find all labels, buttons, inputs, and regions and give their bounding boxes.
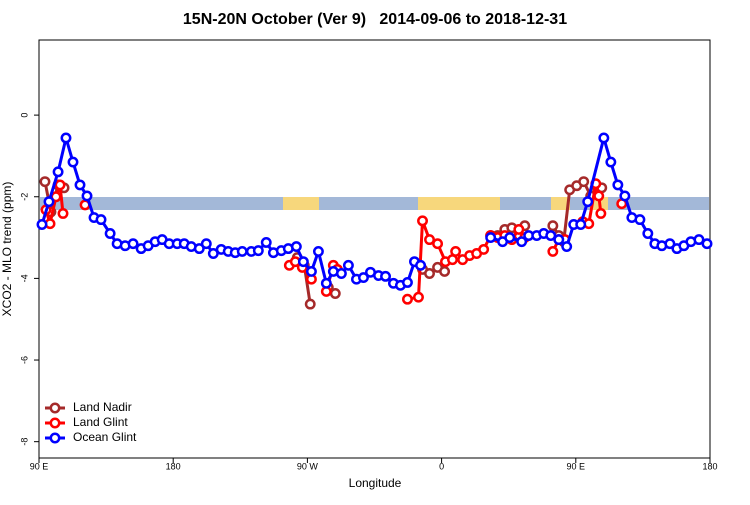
data-point (593, 190, 605, 202)
data-point (504, 232, 516, 244)
x-axis-label: Longitude (349, 476, 402, 490)
data-point (582, 196, 594, 208)
data-point (575, 219, 587, 230)
data-point (439, 266, 451, 277)
data-point (335, 268, 347, 279)
data-point (485, 232, 497, 244)
plot-frame (38, 39, 711, 459)
data-point (52, 166, 64, 178)
data-point (612, 179, 624, 191)
x-tick-label: 90 E (30, 461, 49, 471)
land-strip (551, 197, 570, 210)
legend-marker (49, 417, 61, 429)
y-axis-label: XCO2 - MLO trend (ppm) (0, 182, 14, 317)
data-point (598, 132, 610, 144)
data-point (516, 236, 528, 248)
data-point (297, 256, 309, 268)
x-tick-label: 0 (439, 461, 444, 471)
data-point (634, 214, 646, 226)
data-point (358, 272, 369, 284)
legend-marker (49, 432, 61, 444)
data-point (57, 208, 69, 219)
data-point (402, 293, 413, 305)
data-point (513, 223, 525, 235)
data-point (200, 238, 212, 250)
data-point (312, 245, 324, 257)
data-point (450, 245, 462, 257)
y-tick-label: -8 (19, 438, 29, 446)
data-point (402, 277, 413, 288)
series (36, 132, 713, 291)
data-point (595, 208, 607, 219)
x-tick-label: 90 E (567, 461, 586, 471)
data-point (290, 241, 302, 253)
data-point (81, 190, 93, 202)
data-point (432, 238, 444, 250)
land-strip (418, 197, 500, 210)
data-point (547, 245, 559, 257)
data-point (547, 220, 559, 232)
data-point (304, 298, 316, 310)
x-tick-label: 90 W (297, 461, 319, 471)
y-tick-label: -4 (19, 274, 29, 282)
data-point (207, 248, 219, 259)
data-point (642, 228, 654, 239)
data-point (413, 291, 424, 303)
y-tick-label: -2 (19, 193, 29, 201)
data-point (320, 277, 332, 289)
legend-label: Land Nadir (73, 400, 132, 414)
data-point (424, 268, 435, 279)
data-point (95, 214, 107, 226)
data-point (605, 156, 617, 168)
data-point (67, 156, 79, 168)
data-point (305, 266, 317, 277)
y-tick-label: 0 (19, 113, 29, 118)
data-point (553, 234, 565, 246)
y-tick-label: -6 (19, 356, 29, 364)
legend-label: Land Glint (73, 415, 128, 429)
data-point (36, 219, 48, 230)
x-tick-label: 180 (702, 461, 717, 471)
data-point (39, 176, 51, 188)
data-point (664, 238, 676, 250)
data-point (478, 243, 490, 255)
data-point (104, 228, 116, 239)
land-strip (283, 197, 319, 210)
data-point (342, 259, 354, 271)
data-point (380, 270, 391, 282)
chart-title: 15N-20N October (Ver 9) 2014-09-06 to 20… (183, 11, 567, 28)
data-point (236, 245, 248, 257)
data-point (545, 230, 557, 241)
data-point (43, 196, 55, 208)
ocean-strip (40, 197, 709, 210)
data-point (252, 245, 264, 257)
data-point (74, 179, 86, 191)
data-point (424, 234, 435, 246)
data-point (417, 215, 428, 227)
data-point (127, 238, 139, 250)
data-point (54, 179, 66, 191)
data-point (415, 259, 427, 271)
data-point (60, 132, 72, 144)
data-point (701, 238, 713, 250)
legend-marker (49, 402, 61, 414)
legend-label: Ocean Glint (73, 430, 137, 444)
data-point (193, 243, 205, 255)
x-tick-label: 180 (166, 461, 181, 471)
map-strip (40, 197, 709, 210)
data-point (561, 241, 573, 253)
data-point (578, 176, 590, 188)
data-point (693, 234, 705, 246)
data-point (329, 288, 341, 299)
data-point (619, 190, 631, 202)
data-point (260, 237, 272, 248)
